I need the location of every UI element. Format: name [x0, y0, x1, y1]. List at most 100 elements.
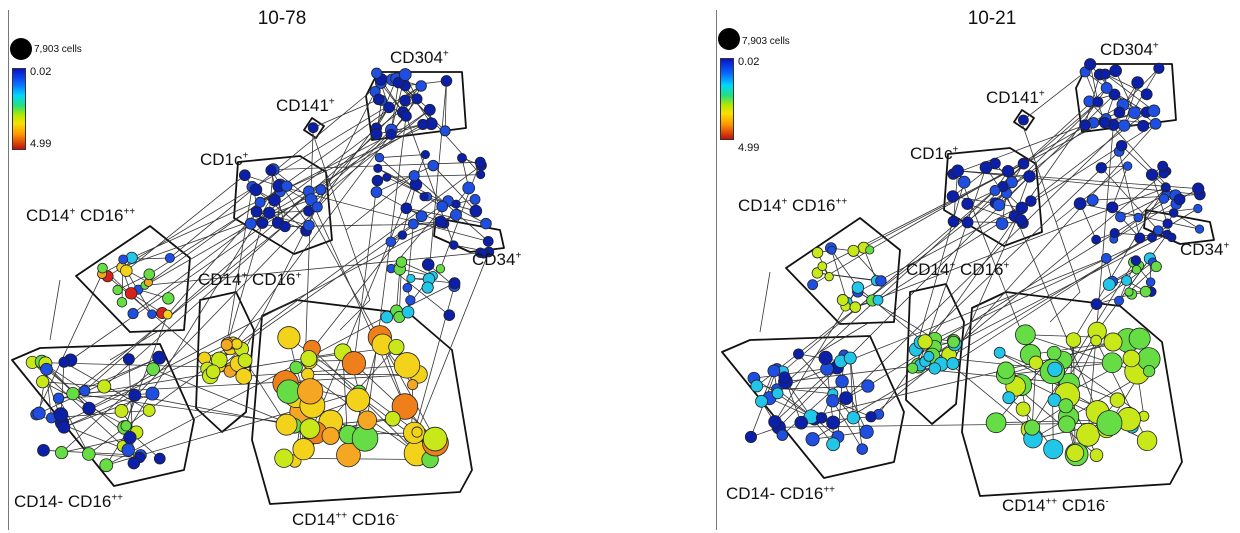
network-node: [1113, 106, 1126, 119]
network-node: [917, 334, 933, 350]
network-node: [826, 437, 841, 452]
network-node: [1099, 68, 1111, 80]
network-node: [249, 183, 263, 197]
network-node: [1109, 392, 1126, 408]
color-scale-min: 4.99: [30, 138, 52, 150]
network-node: [146, 362, 160, 376]
network-node: [817, 261, 828, 272]
network-node: [1047, 361, 1063, 378]
network-node: [1024, 419, 1041, 436]
network-node: [303, 219, 315, 232]
network-node: [826, 394, 840, 408]
network-node: [237, 353, 253, 368]
network-node: [220, 338, 233, 351]
label-cd1c: CD1c+: [200, 150, 249, 169]
label-cd14-cd16p: CD14+ CD16+: [198, 270, 302, 289]
network-node: [847, 244, 860, 257]
network-node: [415, 210, 428, 223]
network-node: [116, 297, 128, 308]
network-node: [1017, 157, 1030, 170]
network-node: [474, 156, 486, 168]
network-node: [1157, 160, 1169, 172]
network-node: [449, 240, 459, 250]
network-node: [82, 447, 96, 461]
network-node: [1109, 64, 1122, 78]
network-node: [767, 364, 781, 378]
network-node: [407, 379, 419, 391]
network-node: [1102, 278, 1116, 291]
network-node: [97, 262, 108, 274]
network-node: [392, 76, 405, 89]
network-node: [401, 305, 415, 319]
network-node: [436, 200, 448, 213]
network-node: [827, 245, 837, 255]
network-node: [250, 205, 263, 218]
network-node: [265, 164, 277, 176]
network-node: [993, 346, 1006, 359]
network-node: [289, 360, 303, 375]
network-node: [32, 406, 46, 420]
network-node: [815, 412, 828, 424]
cd14neg-cd16pp-outline: [721, 335, 905, 479]
cd14-cd16pp-upper-outline: [75, 225, 191, 333]
network-node: [771, 387, 784, 400]
network-node: [120, 264, 133, 277]
network-node: [164, 252, 175, 263]
network-node: [275, 413, 298, 436]
network-node: [440, 75, 453, 87]
network-node: [434, 215, 447, 228]
network-node: [371, 174, 384, 187]
network-node: [37, 443, 50, 457]
network-node: [923, 350, 935, 362]
network-node: [1018, 114, 1029, 126]
network-node: [1095, 162, 1107, 174]
network-node: [448, 277, 461, 290]
network-node: [1091, 234, 1101, 245]
network-node: [380, 310, 394, 324]
network-node: [405, 295, 416, 306]
network-node: [1115, 211, 1126, 223]
network-node: [1047, 393, 1062, 408]
network-node: [406, 273, 416, 283]
network-node: [1131, 76, 1144, 89]
network-node: [254, 196, 266, 208]
network-node: [835, 374, 849, 389]
network-node: [341, 351, 366, 376]
network-node: [422, 426, 448, 452]
network-node: [385, 128, 397, 140]
network-node: [1046, 345, 1062, 361]
network-node: [443, 309, 456, 321]
network-node: [1162, 218, 1173, 229]
network-node: [826, 415, 841, 430]
network-node: [469, 204, 483, 218]
network-node: [411, 93, 423, 105]
network-node: [393, 352, 421, 379]
network-node: [1147, 232, 1157, 243]
network-node: [1066, 444, 1085, 462]
network-node: [385, 236, 397, 247]
network-node: [865, 411, 877, 423]
network-node: [979, 161, 993, 174]
cd34-outline: [1143, 209, 1215, 245]
network-node: [439, 125, 451, 137]
network-node: [957, 175, 971, 189]
network-node: [415, 80, 427, 92]
panel-10-78: 10-78 7,903 cells 0.02 4.99 CD304+ CD141…: [10, 8, 521, 529]
network-node: [1101, 253, 1112, 264]
network-node: [995, 217, 1009, 230]
network-node: [1166, 232, 1177, 243]
network-node: [54, 446, 69, 460]
network-node: [480, 217, 492, 230]
network-node: [1028, 355, 1043, 370]
network-node: [985, 412, 1007, 434]
network-graph: [11, 67, 505, 505]
network-node: [276, 379, 301, 404]
network-node: [373, 163, 383, 173]
cd1c-outline: [233, 155, 333, 255]
network-node: [391, 393, 419, 420]
network-node: [1092, 96, 1104, 108]
network-node: [235, 368, 253, 385]
network-node: [36, 375, 50, 389]
network-node: [1114, 295, 1125, 306]
network-node: [145, 386, 160, 401]
